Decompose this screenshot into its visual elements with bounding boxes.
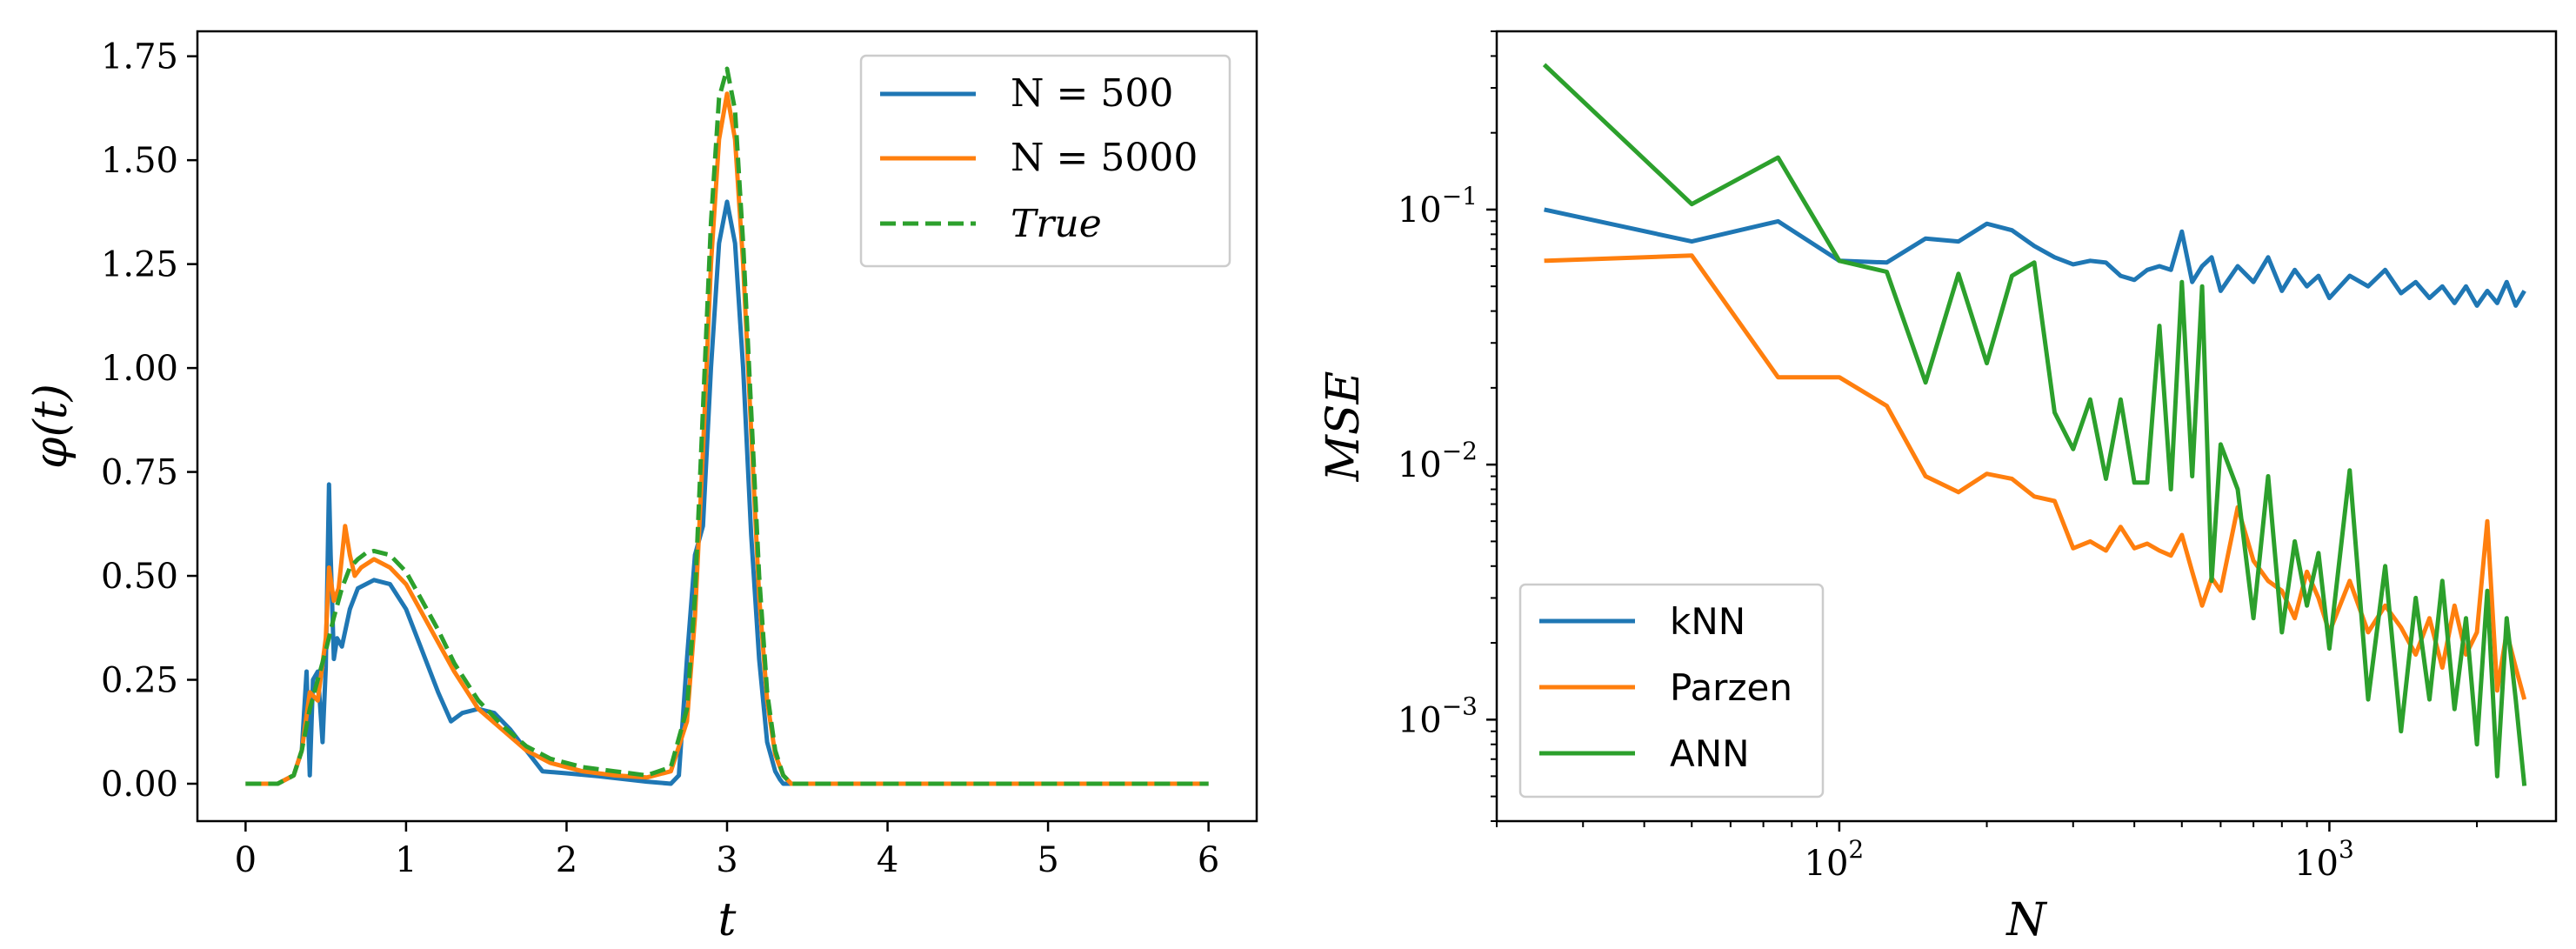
left-xtick-label: 0 — [235, 840, 257, 880]
right-xtick-label: 103 — [2294, 835, 2354, 884]
legend-label-ann: ANN — [1670, 732, 1750, 775]
left-series — [245, 66, 1209, 786]
left-ytick-label: 0.25 — [101, 661, 178, 701]
series-ann-line — [1542, 63, 2527, 786]
left-xtick-label: 1 — [395, 840, 417, 880]
right-y-ticks: 10−3 10−2 10−1 — [1398, 30, 1497, 822]
series-knn-line — [1544, 207, 2526, 308]
left-ytick-label: 1.00 — [101, 349, 178, 389]
left-xtick-label: 4 — [877, 840, 898, 880]
left-xtick-label: 2 — [556, 840, 577, 880]
right-xlabel: N — [2005, 894, 2047, 946]
left-y-ticks: 0.00 0.25 0.50 0.75 1.00 1.25 1.50 1.75 — [101, 37, 197, 805]
right-series — [1542, 63, 2527, 786]
legend-label-n500: N = 500 — [1011, 71, 1173, 116]
left-legend: N = 500 N = 5000 True — [859, 54, 1231, 268]
right-xtick-label: 102 — [1805, 835, 1865, 884]
left-ytick-label: 1.75 — [101, 37, 178, 77]
legend-label-parzen: Parzen — [1670, 666, 1792, 709]
left-ytick-label: 0.00 — [101, 765, 178, 805]
legend-label-n5000: N = 5000 — [1011, 136, 1198, 180]
right-ytick-label: 10−2 — [1398, 437, 1478, 485]
left-xtick-label: 6 — [1198, 840, 1219, 880]
series-n5000-line — [245, 91, 1209, 786]
right-ytick-label: 10−1 — [1398, 182, 1478, 231]
series-parzen-line — [1544, 253, 2527, 700]
left-x-ticks: 0 1 2 3 4 5 6 — [235, 821, 1219, 880]
legend-label-true: True — [1011, 202, 1102, 246]
left-ytick-label: 0.50 — [101, 557, 178, 597]
right-axes-frame — [1495, 30, 2558, 823]
left-axes-frame — [196, 30, 1258, 823]
left-ytick-label: 1.50 — [101, 141, 178, 181]
left-xtick-label: 3 — [716, 840, 737, 880]
right-plot: 10−3 10−2 10−1 102 103 N MSE kNN Parzen ANN — [1318, 30, 2558, 946]
series-true-line — [245, 66, 1209, 786]
legend-label-knn: kNN — [1670, 600, 1745, 643]
left-ytick-label: 0.75 — [101, 453, 178, 493]
right-ytick-label: 10−3 — [1398, 692, 1478, 740]
right-legend-box — [1518, 583, 1825, 799]
left-plot: 0.00 0.25 0.50 0.75 1.00 1.25 1.50 1.75 0 1 2 3 4 5 6… — [25, 30, 1258, 946]
left-legend-box — [859, 54, 1231, 268]
left-xtick-label: 5 — [1037, 840, 1058, 880]
left-ytick-label: 1.25 — [101, 245, 178, 285]
right-x-ticks: 102 103 — [1496, 821, 2479, 884]
right-ylabel: MSE — [1318, 371, 1370, 483]
left-xlabel: t — [718, 894, 737, 946]
left-ylabel: φ(t) — [25, 384, 77, 469]
right-legend: kNN Parzen ANN — [1518, 583, 1825, 799]
series-n500-line — [245, 199, 1209, 786]
